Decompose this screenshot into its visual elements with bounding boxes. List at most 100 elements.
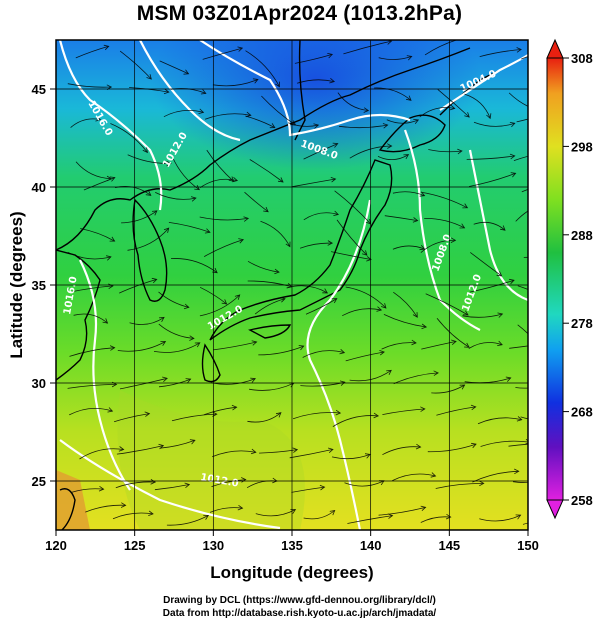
streamline-arrowhead (329, 77, 336, 84)
streamline (245, 50, 280, 87)
streamline-arrowhead (462, 203, 469, 209)
streamline (378, 56, 412, 60)
y-axis-ticks: 25 30 35 40 45 (32, 82, 56, 489)
streamline-arrowhead (509, 122, 516, 128)
streamline-arrowhead (212, 267, 218, 274)
streamline-arrowhead (250, 377, 256, 383)
streamline-arrowhead (184, 482, 191, 489)
streamline (79, 448, 124, 460)
x-tick-label: 120 (45, 538, 67, 553)
streamline (470, 252, 502, 277)
streamline-arrowhead (500, 225, 506, 231)
streamline (261, 95, 296, 126)
streamline-arrowhead (109, 176, 116, 182)
streamline (431, 384, 465, 394)
x-tick-label: 125 (124, 538, 146, 553)
streamline-arrowhead (150, 479, 157, 485)
streamline (378, 506, 426, 516)
y-tick-label: 40 (32, 180, 46, 195)
streamline (349, 369, 392, 382)
x-tick-label: 130 (202, 538, 224, 553)
streamline-arrowhead (106, 255, 112, 261)
streamline (171, 156, 200, 191)
korean-peninsula (132, 198, 168, 302)
streamline (420, 239, 456, 253)
streamline-arrowhead (411, 339, 417, 346)
streamline (303, 212, 339, 221)
streamline-arrowhead (496, 271, 503, 277)
streamline (75, 45, 109, 59)
streamline (480, 440, 528, 447)
streamline-arrowhead (274, 268, 280, 275)
streamline (419, 107, 455, 118)
streamline-arrowhead (415, 443, 422, 450)
streamline (337, 92, 369, 111)
streamline (347, 515, 393, 524)
streamline (258, 345, 304, 356)
streamline-arrowhead (419, 244, 426, 251)
streamline (428, 149, 462, 153)
streamline-arrowhead (430, 472, 437, 478)
streamline (345, 286, 387, 309)
y-tick-label: 25 (32, 474, 46, 489)
streamline (464, 93, 491, 119)
streamline-arrowhead (95, 116, 102, 122)
streamline-arrowhead (238, 238, 244, 244)
streamline-arrowhead (412, 312, 418, 318)
streamline-arrowhead (450, 237, 457, 243)
streamline (116, 445, 164, 455)
streamline (249, 159, 284, 183)
streamline (374, 87, 412, 101)
streamline (521, 56, 528, 60)
streamline-arrowhead (327, 240, 334, 246)
streamline-arrowhead (497, 340, 503, 346)
streamline (212, 79, 259, 87)
streamline (392, 191, 425, 197)
streamline (211, 479, 246, 487)
streamline-arrowhead (451, 339, 457, 346)
streamline (158, 378, 191, 388)
colorbar-tick-label: 288 (571, 228, 593, 243)
streamline (515, 387, 528, 389)
streamline-arrowhead (109, 236, 116, 242)
streamline (520, 416, 528, 420)
streamline-arrowhead (163, 227, 170, 233)
streamline-arrowhead (459, 384, 466, 390)
streamline-arrowhead (373, 412, 380, 419)
streamline-arrowhead (212, 411, 218, 418)
streamline (381, 342, 417, 350)
china-coast (56, 249, 101, 381)
streamline-arrowhead (509, 278, 515, 285)
streamline (386, 119, 419, 124)
streamline (513, 155, 528, 161)
streamline (154, 484, 190, 491)
streamline-arrowhead (108, 283, 114, 290)
x-tick-label: 145 (438, 538, 460, 553)
streamline-arrowhead (433, 370, 439, 376)
streamline-arrowhead (251, 340, 258, 346)
streamline (468, 342, 503, 349)
streamline-arrowhead (332, 142, 339, 148)
streamline (343, 40, 392, 55)
streamline (512, 481, 528, 483)
streamline-arrowhead (382, 123, 389, 129)
streamline-arrowhead (329, 509, 336, 516)
streamline-arrowhead (200, 89, 207, 95)
streamline-arrowhead (406, 55, 413, 61)
x-tick-label: 150 (517, 538, 539, 553)
streamline (168, 222, 211, 233)
streamline (436, 318, 470, 348)
streamline-arrowhead (327, 53, 333, 59)
streamline-arrowhead (275, 412, 282, 418)
streamline (384, 215, 418, 221)
streamline (70, 118, 101, 128)
streamline (517, 285, 528, 290)
streamline (70, 285, 113, 293)
streamline (73, 313, 108, 324)
streamline-arrowhead (464, 112, 470, 118)
warm-sea-region (117, 390, 305, 530)
isobar-1012-north (139, 40, 241, 142)
streamline-arrowhead (292, 447, 299, 453)
streamline (516, 118, 528, 123)
colorbar-min-arrow (546, 499, 564, 520)
